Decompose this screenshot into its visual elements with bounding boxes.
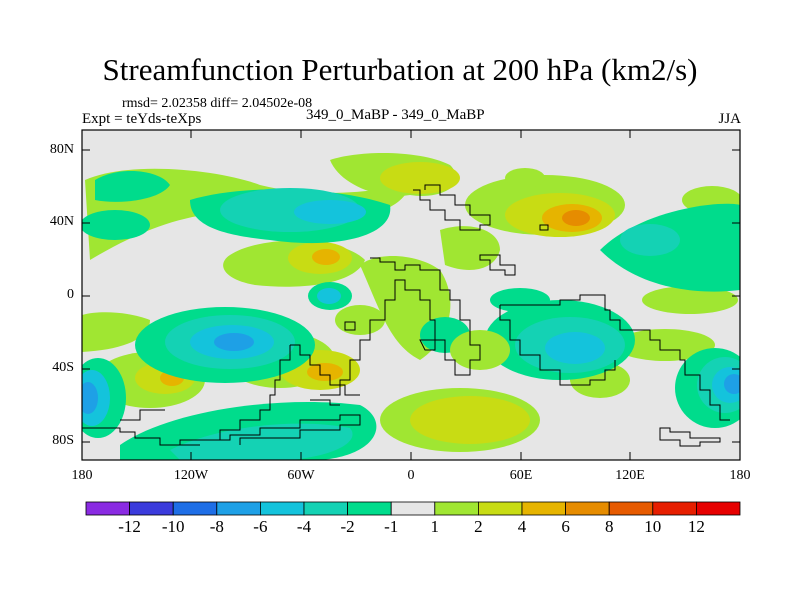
colorbar-label: -8 [209, 517, 224, 536]
lon-tick-180w: 180 [71, 468, 93, 483]
lat-tick-80s: 80S [52, 433, 74, 448]
colorbar-swatch [608, 501, 654, 516]
colorbar [85, 501, 741, 516]
season-label: JJA [718, 111, 741, 127]
lon-tick-60e: 60E [509, 468, 533, 483]
colorbar-label: 2 [474, 517, 483, 536]
contour-field [82, 153, 740, 460]
colorbar-swatch [347, 501, 392, 516]
colorbar-swatch [521, 501, 566, 516]
colorbar-swatch [390, 501, 436, 516]
coastlines [82, 184, 730, 447]
colorbar-swatch [85, 501, 130, 516]
axis-ticks [82, 130, 740, 460]
colorbar-label: -1 [384, 517, 399, 536]
lon-tick-120e: 120E [615, 468, 645, 483]
colorbar-label: -4 [296, 517, 312, 536]
colorbar-swatch [565, 501, 610, 516]
colorbar-label: 1 [430, 517, 440, 536]
colorbar-label: -2 [340, 517, 355, 536]
colorbar-swatch [172, 501, 218, 516]
lon-tick-120w: 120W [173, 468, 209, 483]
colorbar-swatch [652, 501, 697, 516]
lon-tick-180e: 180 [729, 468, 751, 483]
colorbar-swatch [696, 501, 741, 516]
lon-tick-60w: 60W [287, 468, 315, 483]
colorbar-label: -6 [253, 517, 268, 536]
lat-tick-40s: 40S [52, 360, 74, 375]
colorbar-label: 4 [517, 517, 527, 536]
colorbar-swatch [477, 501, 523, 516]
stats-text: rmsd= 2.02358 diff= 2.04502e-08 [122, 96, 313, 111]
lat-tick-0: 0 [67, 287, 74, 302]
colorbar-label: 8 [604, 517, 614, 536]
colorbar-label: 6 [561, 517, 570, 536]
colorbar-swatch [434, 501, 479, 516]
experiment-label: Expt = teYds-teXps [82, 111, 202, 127]
colorbar-label: 10 [644, 517, 662, 536]
lat-tick-40n: 40N [49, 214, 74, 229]
colorbar-swatch [129, 501, 174, 516]
plot-title: Streamfunction Perturbation at 200 hPa (… [102, 52, 698, 87]
colorbar-label: 12 [687, 517, 705, 536]
colorbar-label: -10 [161, 517, 185, 536]
colorbar-swatch [259, 501, 305, 516]
colorbar-label: -12 [118, 517, 141, 536]
lat-tick-80n: 80N [49, 142, 74, 157]
colorbar-swatch [216, 501, 261, 516]
colorbar-swatch [303, 501, 348, 516]
case-label: 349_0_MaBP - 349_0_MaBP [306, 107, 485, 123]
lon-tick-0: 0 [407, 468, 415, 483]
